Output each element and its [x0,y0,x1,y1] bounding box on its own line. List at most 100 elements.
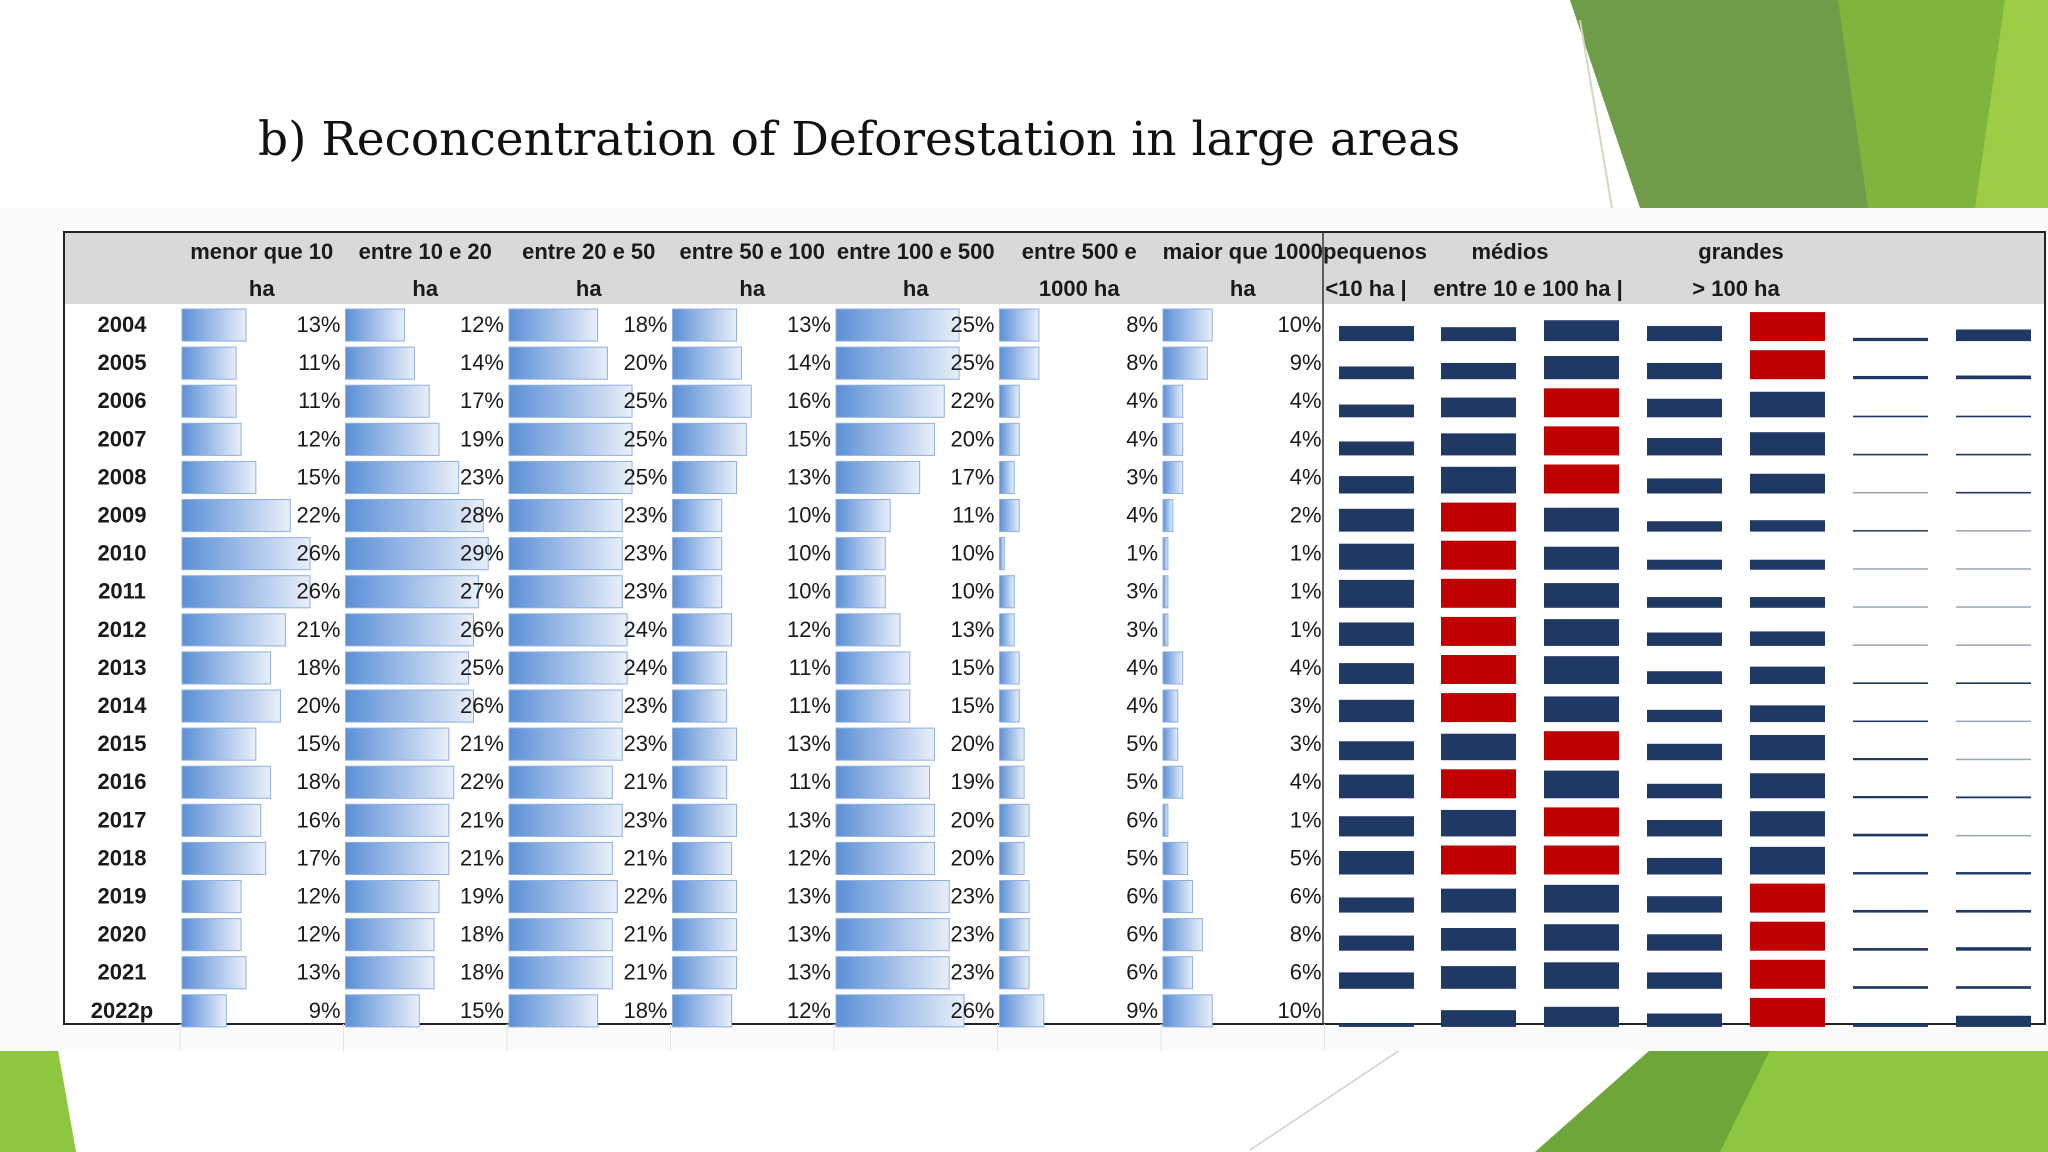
data-bar [999,803,1030,837]
column-header-line2: 1000 ha [1039,276,1120,301]
percent-label: 6% [1126,960,1158,985]
summary-max-mark [1544,807,1619,837]
data-bar [1162,994,1213,1028]
header-background [64,232,2045,304]
percent-label: 4% [1290,388,1322,413]
summary-mark [1441,466,1516,494]
summary-mark [1647,632,1722,646]
percent-label: 15% [787,426,831,451]
percent-label: 17% [296,845,340,870]
percent-label: 2% [1290,503,1322,528]
percent-label: 23% [460,464,504,489]
summary-mark [1441,888,1516,913]
group-header-pequenos: pequenos [1323,239,1427,264]
percent-label: 8% [1126,312,1158,337]
percent-label: 12% [787,998,831,1023]
summary-mark [1544,924,1619,951]
deco-line-bottom [1249,1049,1401,1151]
column-header-line1: menor que 10 [190,239,333,264]
summary-mark [1750,520,1825,532]
percent-label: 21% [296,617,340,642]
summary-mark [1956,491,2031,494]
summary-mark [1956,1015,2031,1027]
data-bar [672,765,728,799]
data-bar [508,613,628,647]
percent-label: 11% [789,655,831,680]
summary-mark [1544,619,1619,646]
percent-label: 13% [787,464,831,489]
data-bar [835,841,935,876]
summary-mark [1441,1010,1516,1027]
percent-label: 19% [460,426,504,451]
summary-mark [1544,962,1619,989]
summary-mark [1853,795,1928,799]
data-bar [508,537,623,571]
summary-max-mark [1544,426,1619,456]
data-bar [672,651,728,685]
row-year-label: 2019 [98,884,147,909]
summary-mark [1647,559,1722,570]
summary-mark [1647,972,1722,989]
column-header-line2: ha [412,276,438,301]
summary-mark [1853,530,1928,532]
percent-label: 19% [460,884,504,909]
data-bar [999,994,1045,1028]
data-bar [999,689,1020,723]
summary-mark [1956,758,2031,761]
summary-mark [1544,770,1619,799]
percent-label: 13% [787,807,831,832]
row-year-label: 2022p [91,998,153,1023]
data-bar [181,613,286,647]
percent-label: 21% [460,807,504,832]
percent-label: 1% [1290,807,1322,832]
data-bar [1162,308,1213,342]
data-bar [672,346,742,380]
percent-label: 4% [1290,426,1322,451]
summary-mark [1647,934,1722,951]
data-bar [1162,346,1208,380]
percent-label: 22% [623,884,667,909]
percent-label: 17% [950,464,994,489]
percent-label: 21% [460,845,504,870]
data-bar [999,841,1025,876]
percent-label: 4% [1126,503,1158,528]
column-header-line2: ha [903,276,929,301]
percent-label: 13% [787,960,831,985]
data-bar [835,918,950,952]
percent-label: 23% [623,731,667,756]
summary-max-mark [1544,845,1619,875]
summary-mark [1339,508,1414,532]
data-bar [999,422,1020,456]
data-bar [1162,499,1174,533]
summary-mark [1339,897,1414,913]
percent-label: 6% [1126,807,1158,832]
data-bar [672,613,733,647]
data-bar [835,803,935,837]
column-header-line2: ha [249,276,275,301]
percent-label: 26% [460,617,504,642]
summary-mark [1647,398,1722,418]
percent-label: 22% [296,503,340,528]
summary-mark [1853,872,1928,875]
group-subheader: > 100 ha [1692,276,1780,301]
percent-label: 6% [1126,922,1158,947]
summary-mark [1339,851,1414,875]
summary-mark [1750,631,1825,646]
data-bar [999,727,1025,761]
summary-mark [1956,947,2031,951]
data-bar [835,346,960,380]
data-bar [181,727,257,761]
summary-mark [1956,375,2031,380]
data-bar [999,765,1025,799]
percent-label: 3% [1290,731,1322,756]
data-bar [672,918,737,952]
row-year-label: 2010 [98,541,147,566]
percent-label: 20% [950,807,994,832]
summary-max-mark [1544,464,1619,494]
data-bar [672,460,737,494]
summary-mark [1339,774,1414,799]
percent-label: 24% [623,655,667,680]
percent-label: 4% [1126,388,1158,413]
percent-label: 6% [1290,884,1322,909]
percent-label: 4% [1126,693,1158,718]
